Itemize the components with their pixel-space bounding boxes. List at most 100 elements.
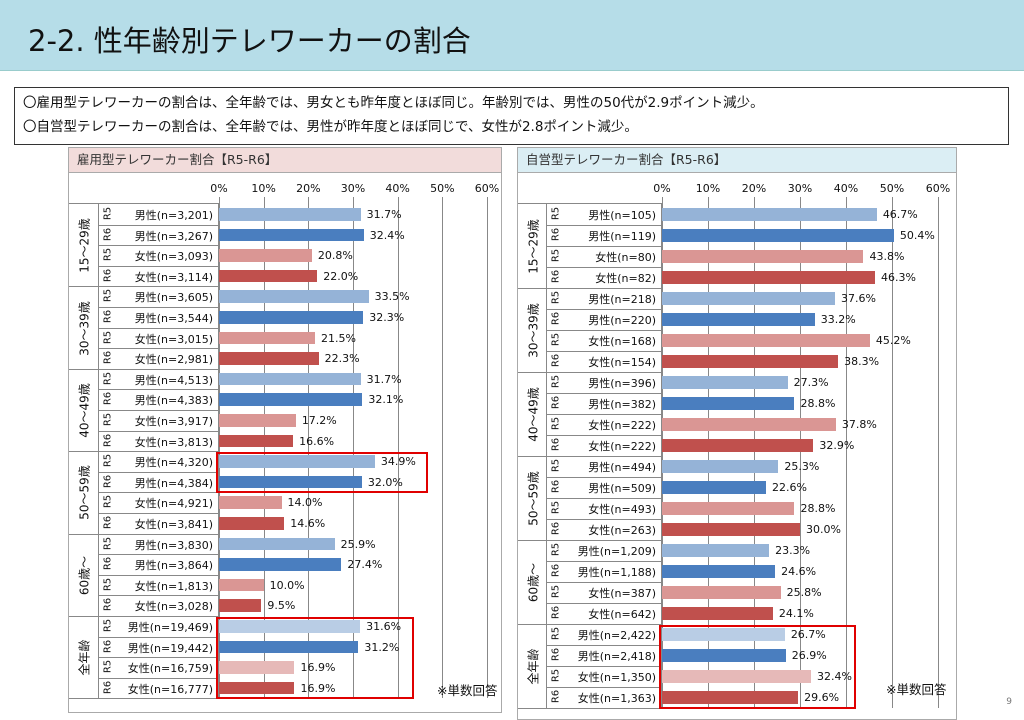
year-label: R5 [102,577,114,591]
year-label: R6 [102,433,114,447]
year-label: R5 [102,412,114,427]
bar-male-r5 [662,292,835,305]
bar-male-r6 [662,229,894,242]
bar-male-r5 [219,620,361,633]
row-label: 男性(n=4,383) [134,394,213,408]
gridline [353,197,354,699]
label-column-line [661,204,662,708]
data-label: 17.2% [301,414,337,427]
year-label: R6 [102,639,114,653]
row-divider [546,603,662,604]
row-divider [546,309,662,310]
row-divider [546,645,662,646]
data-label: 38.3% [844,355,880,368]
row-label: 男性(n=105) [588,209,656,222]
x-tick-label: 50% [879,182,905,195]
data-label: 34.9% [380,455,416,469]
row-label: 女性(n=3,015) [134,332,213,346]
gridline [754,197,755,708]
data-label: 26.9% [791,649,827,662]
gridline [892,197,893,708]
label-column-line [98,204,99,699]
year-label: R5 [550,458,562,473]
row-divider [546,225,662,226]
row-divider [546,687,662,688]
data-label: 28.8% [800,502,836,515]
year-label: R5 [550,332,562,347]
data-label: 24.1% [778,607,814,620]
x-tick-label: 0% [210,182,228,195]
x-tick-label: 10% [695,182,721,195]
row-divider [98,430,219,432]
bar-female-r5 [219,496,282,509]
gridline [708,197,709,708]
row-label: 男性(n=19,469) [127,621,213,634]
label-column-line [218,204,219,699]
row-label: 男性(n=2,418) [577,650,656,663]
axis-top-line [69,203,219,204]
group-label: 全年齢 [526,648,541,685]
row-label: 男性(n=3,201) [134,209,213,222]
bar-female-r5 [662,586,781,599]
row-label: 男性(n=3,605) [134,291,213,305]
row-label: 女性(n=387) [588,587,656,600]
data-label: 46.3% [880,271,916,284]
year-label: R6 [102,351,114,365]
year-label: R5 [550,668,562,683]
data-label: 50.4% [899,229,935,242]
data-label: 22.6% [771,481,807,494]
bar-male-r5 [662,460,779,473]
data-label: 30.0% [806,523,841,536]
year-label: R5 [550,248,562,263]
data-label: 32.9% [819,439,855,452]
bar-female-r5 [662,418,836,431]
self-employed-teleworker-chart: 自営型テレワーカー割合【R5-R6】 0% 10% 20% 30% 40% 50% 60% 1… [517,147,957,720]
row-divider [518,708,662,709]
row-label: 女性(n=222) [588,440,656,453]
group-label: 全年齢 [77,639,92,676]
gridline [442,197,444,699]
row-divider [546,519,662,520]
bar-female-r6 [662,439,814,452]
year-label: R6 [550,647,562,662]
year-label: R6 [102,557,114,571]
group-label: 15～29歳 [77,218,92,273]
year-label: R5 [102,660,114,674]
row-label: 女性(n=3,841) [134,518,213,531]
year-label: R5 [550,626,562,641]
row-divider [546,246,662,247]
note-single-answer: ※単数回答 [886,682,947,697]
x-tick-label: 60% [925,182,951,195]
data-label: 27.3% [793,376,829,389]
data-label: 33.2% [820,313,856,326]
row-label: 女性(n=82) [595,272,656,285]
row-label: 男性(n=19,442) [127,641,213,655]
year-label: R6 [102,227,114,241]
row-divider [69,616,219,617]
gridline [308,197,310,699]
year-label: R5 [550,584,562,599]
data-label: 31.6% [366,620,402,633]
group-label: 50～59歳 [77,465,92,521]
group-label: 30～39歳 [526,303,541,358]
bar-female-r5 [662,334,870,347]
row-label: 女性(n=168) [588,335,656,348]
bar-female-r5 [219,414,296,427]
group-label: 30～39歳 [77,300,92,356]
data-label: 16.9% [300,661,336,675]
row-label: 男性(n=220) [588,314,656,327]
row-label: 女性(n=3,028) [134,600,213,614]
gridline [800,197,801,708]
x-tick-label: 10% [251,182,276,195]
data-label: 25.9% [340,537,376,551]
row-label: 女性(n=263) [588,524,656,537]
page-number: 9 [1006,697,1012,707]
data-label: 32.1% [368,393,404,407]
bar-female-r6 [662,355,839,368]
data-label: 43.8% [869,250,905,263]
year-label: R6 [550,395,562,410]
highlight-box [216,452,428,494]
bar-female-r6 [662,271,875,284]
data-label: 25.3% [784,460,820,473]
year-label: R6 [550,227,562,242]
